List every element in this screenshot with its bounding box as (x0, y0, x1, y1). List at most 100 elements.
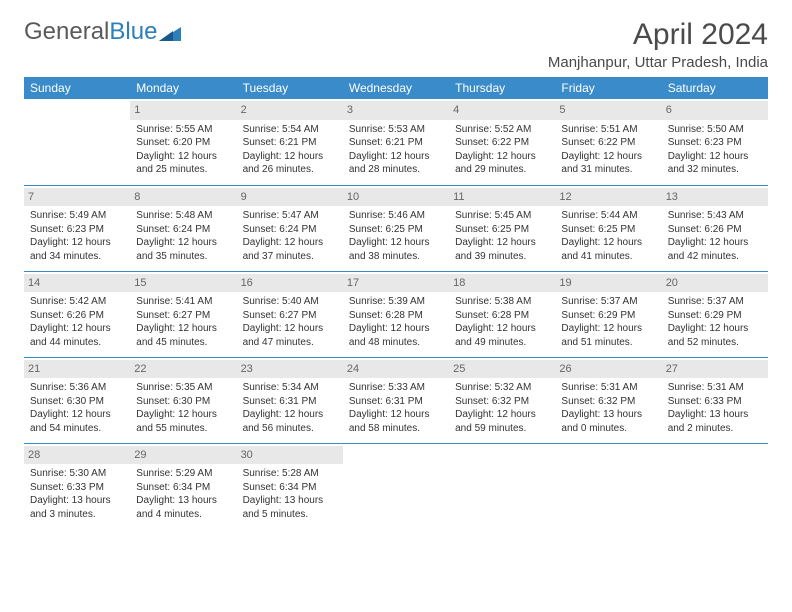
sunrise-text: Sunrise: 5:40 AM (243, 295, 337, 309)
day-details: Sunrise: 5:46 AMSunset: 6:25 PMDaylight:… (347, 209, 445, 263)
daylight-text: Daylight: 13 hours and 0 minutes. (561, 408, 655, 435)
logo-text-1: General (24, 18, 109, 46)
sunset-text: Sunset: 6:32 PM (455, 395, 549, 409)
day-details: Sunrise: 5:30 AMSunset: 6:33 PMDaylight:… (28, 467, 126, 521)
sunset-text: Sunset: 6:25 PM (561, 223, 655, 237)
sunrise-text: Sunrise: 5:43 AM (668, 209, 762, 223)
sunrise-text: Sunrise: 5:31 AM (668, 381, 762, 395)
day-number: 25 (449, 360, 555, 379)
sunset-text: Sunset: 6:22 PM (455, 136, 549, 150)
sunrise-text: Sunrise: 5:50 AM (668, 123, 762, 137)
logo: GeneralBlue (24, 18, 181, 46)
location-subtitle: Manjhanpur, Uttar Pradesh, India (548, 54, 768, 71)
day-number: 2 (237, 101, 343, 120)
calendar-cell: 16 Sunrise: 5:40 AMSunset: 6:27 PMDayligh… (237, 271, 343, 357)
daylight-text: Daylight: 12 hours and 54 minutes. (30, 408, 124, 435)
calendar-cell (24, 99, 130, 185)
sunset-text: Sunset: 6:26 PM (668, 223, 762, 237)
sunrise-text: Sunrise: 5:46 AM (349, 209, 443, 223)
calendar-row: 28Sunrise: 5:30 AMSunset: 6:33 PMDayligh… (24, 443, 768, 529)
calendar-cell: 21 Sunrise: 5:36 AMSunset: 6:30 PMDayligh… (24, 357, 130, 443)
daylight-text: Daylight: 12 hours and 29 minutes. (455, 150, 549, 177)
day-details: Sunrise: 5:52 AMSunset: 6:22 PMDaylight:… (453, 123, 551, 177)
calendar-cell: 26Sunrise: 5:31 AMSunset: 6:32 PMDayligh… (555, 357, 661, 443)
sunrise-text: Sunrise: 5:32 AM (455, 381, 549, 395)
logo-triangle-icon (159, 23, 181, 41)
daylight-text: Daylight: 12 hours and 52 minutes. (668, 322, 762, 349)
dayheader-mon: Monday (130, 77, 236, 99)
daylight-text: Daylight: 12 hours and 32 minutes. (668, 150, 762, 177)
daylight-text: Daylight: 12 hours and 31 minutes. (561, 150, 655, 177)
day-details: Sunrise: 5:47 AMSunset: 6:24 PMDaylight:… (241, 209, 339, 263)
calendar-cell: 28Sunrise: 5:30 AMSunset: 6:33 PMDayligh… (24, 443, 130, 529)
day-number: 1 (130, 101, 236, 120)
daylight-text: Daylight: 13 hours and 5 minutes. (243, 494, 337, 521)
sunset-text: Sunset: 6:29 PM (561, 309, 655, 323)
daylight-text: Daylight: 12 hours and 26 minutes. (243, 150, 337, 177)
day-number: 18 (449, 274, 555, 293)
day-number: 29 (130, 446, 236, 465)
daylight-text: Daylight: 12 hours and 39 minutes. (455, 236, 549, 263)
dayheader-fri: Friday (555, 77, 661, 99)
calendar-cell: 8 Sunrise: 5:48 AMSunset: 6:24 PMDaylight… (130, 185, 236, 271)
calendar-cell: 29Sunrise: 5:29 AMSunset: 6:34 PMDayligh… (130, 443, 236, 529)
calendar-cell (662, 443, 768, 529)
daylight-text: Daylight: 12 hours and 48 minutes. (349, 322, 443, 349)
calendar-cell: 2 Sunrise: 5:54 AMSunset: 6:21 PMDaylight… (237, 99, 343, 185)
calendar-cell: 15Sunrise: 5:41 AMSunset: 6:27 PMDayligh… (130, 271, 236, 357)
day-details: Sunrise: 5:51 AMSunset: 6:22 PMDaylight:… (559, 123, 657, 177)
daylight-text: Daylight: 12 hours and 37 minutes. (243, 236, 337, 263)
sunrise-text: Sunrise: 5:33 AM (349, 381, 443, 395)
day-details: Sunrise: 5:36 AMSunset: 6:30 PMDaylight:… (28, 381, 126, 435)
calendar-head: Sunday Monday Tuesday Wednesday Thursday… (24, 77, 768, 99)
calendar-cell: 4Sunrise: 5:52 AMSunset: 6:22 PMDaylight… (449, 99, 555, 185)
calendar-cell: 30Sunrise: 5:28 AMSunset: 6:34 PMDayligh… (237, 443, 343, 529)
calendar-cell: 5 Sunrise: 5:51 AMSunset: 6:22 PMDaylight… (555, 99, 661, 185)
sunrise-text: Sunrise: 5:42 AM (30, 295, 124, 309)
day-number: 20 (662, 274, 768, 293)
day-details: Sunrise: 5:43 AMSunset: 6:26 PMDaylight:… (666, 209, 764, 263)
day-details: Sunrise: 5:33 AMSunset: 6:31 PMDaylight:… (347, 381, 445, 435)
daylight-text: Daylight: 12 hours and 49 minutes. (455, 322, 549, 349)
day-details: Sunrise: 5:37 AMSunset: 6:29 PMDaylight:… (559, 295, 657, 349)
header: GeneralBlue April 2024 Manjhanpur, Uttar… (24, 18, 768, 71)
day-number: 16 (237, 274, 343, 293)
dayheader-wed: Wednesday (343, 77, 449, 99)
day-details: Sunrise: 5:34 AMSunset: 6:31 PMDaylight:… (241, 381, 339, 435)
sunset-text: Sunset: 6:27 PM (243, 309, 337, 323)
daylight-text: Daylight: 12 hours and 34 minutes. (30, 236, 124, 263)
daylight-text: Daylight: 12 hours and 38 minutes. (349, 236, 443, 263)
sunrise-text: Sunrise: 5:30 AM (30, 467, 124, 481)
calendar-cell: 14Sunrise: 5:42 AMSunset: 6:26 PMDayligh… (24, 271, 130, 357)
day-details: Sunrise: 5:31 AMSunset: 6:33 PMDaylight:… (666, 381, 764, 435)
day-number: 24 (343, 360, 449, 379)
calendar-row: 1Sunrise: 5:55 AMSunset: 6:20 PMDaylight… (24, 99, 768, 185)
day-number: 21 (24, 360, 130, 379)
sunrise-text: Sunrise: 5:53 AM (349, 123, 443, 137)
day-number: 19 (555, 274, 661, 293)
day-number: 14 (24, 274, 130, 293)
daylight-text: Daylight: 12 hours and 25 minutes. (136, 150, 230, 177)
daylight-text: Daylight: 12 hours and 44 minutes. (30, 322, 124, 349)
daylight-text: Daylight: 12 hours and 51 minutes. (561, 322, 655, 349)
day-number: 6 (662, 101, 768, 120)
calendar-cell: 6Sunrise: 5:50 AMSunset: 6:23 PMDaylight… (662, 99, 768, 185)
day-number: 30 (237, 446, 343, 465)
calendar-cell: 10Sunrise: 5:46 AMSunset: 6:25 PMDayligh… (343, 185, 449, 271)
sunrise-text: Sunrise: 5:29 AM (136, 467, 230, 481)
sunrise-text: Sunrise: 5:28 AM (243, 467, 337, 481)
day-details: Sunrise: 5:54 AMSunset: 6:21 PMDaylight:… (241, 123, 339, 177)
day-details: Sunrise: 5:48 AMSunset: 6:24 PMDaylight:… (134, 209, 232, 263)
dayheader-thu: Thursday (449, 77, 555, 99)
day-number: 7 (24, 188, 130, 207)
sunrise-text: Sunrise: 5:48 AM (136, 209, 230, 223)
day-number: 5 (555, 101, 661, 120)
day-details: Sunrise: 5:37 AMSunset: 6:29 PMDaylight:… (666, 295, 764, 349)
sunset-text: Sunset: 6:28 PM (349, 309, 443, 323)
calendar-cell: 20 Sunrise: 5:37 AMSunset: 6:29 PMDayligh… (662, 271, 768, 357)
sunset-text: Sunset: 6:29 PM (668, 309, 762, 323)
day-details: Sunrise: 5:41 AMSunset: 6:27 PMDaylight:… (134, 295, 232, 349)
day-number: 8 (130, 188, 236, 207)
daylight-text: Daylight: 12 hours and 47 minutes. (243, 322, 337, 349)
daylight-text: Daylight: 12 hours and 42 minutes. (668, 236, 762, 263)
